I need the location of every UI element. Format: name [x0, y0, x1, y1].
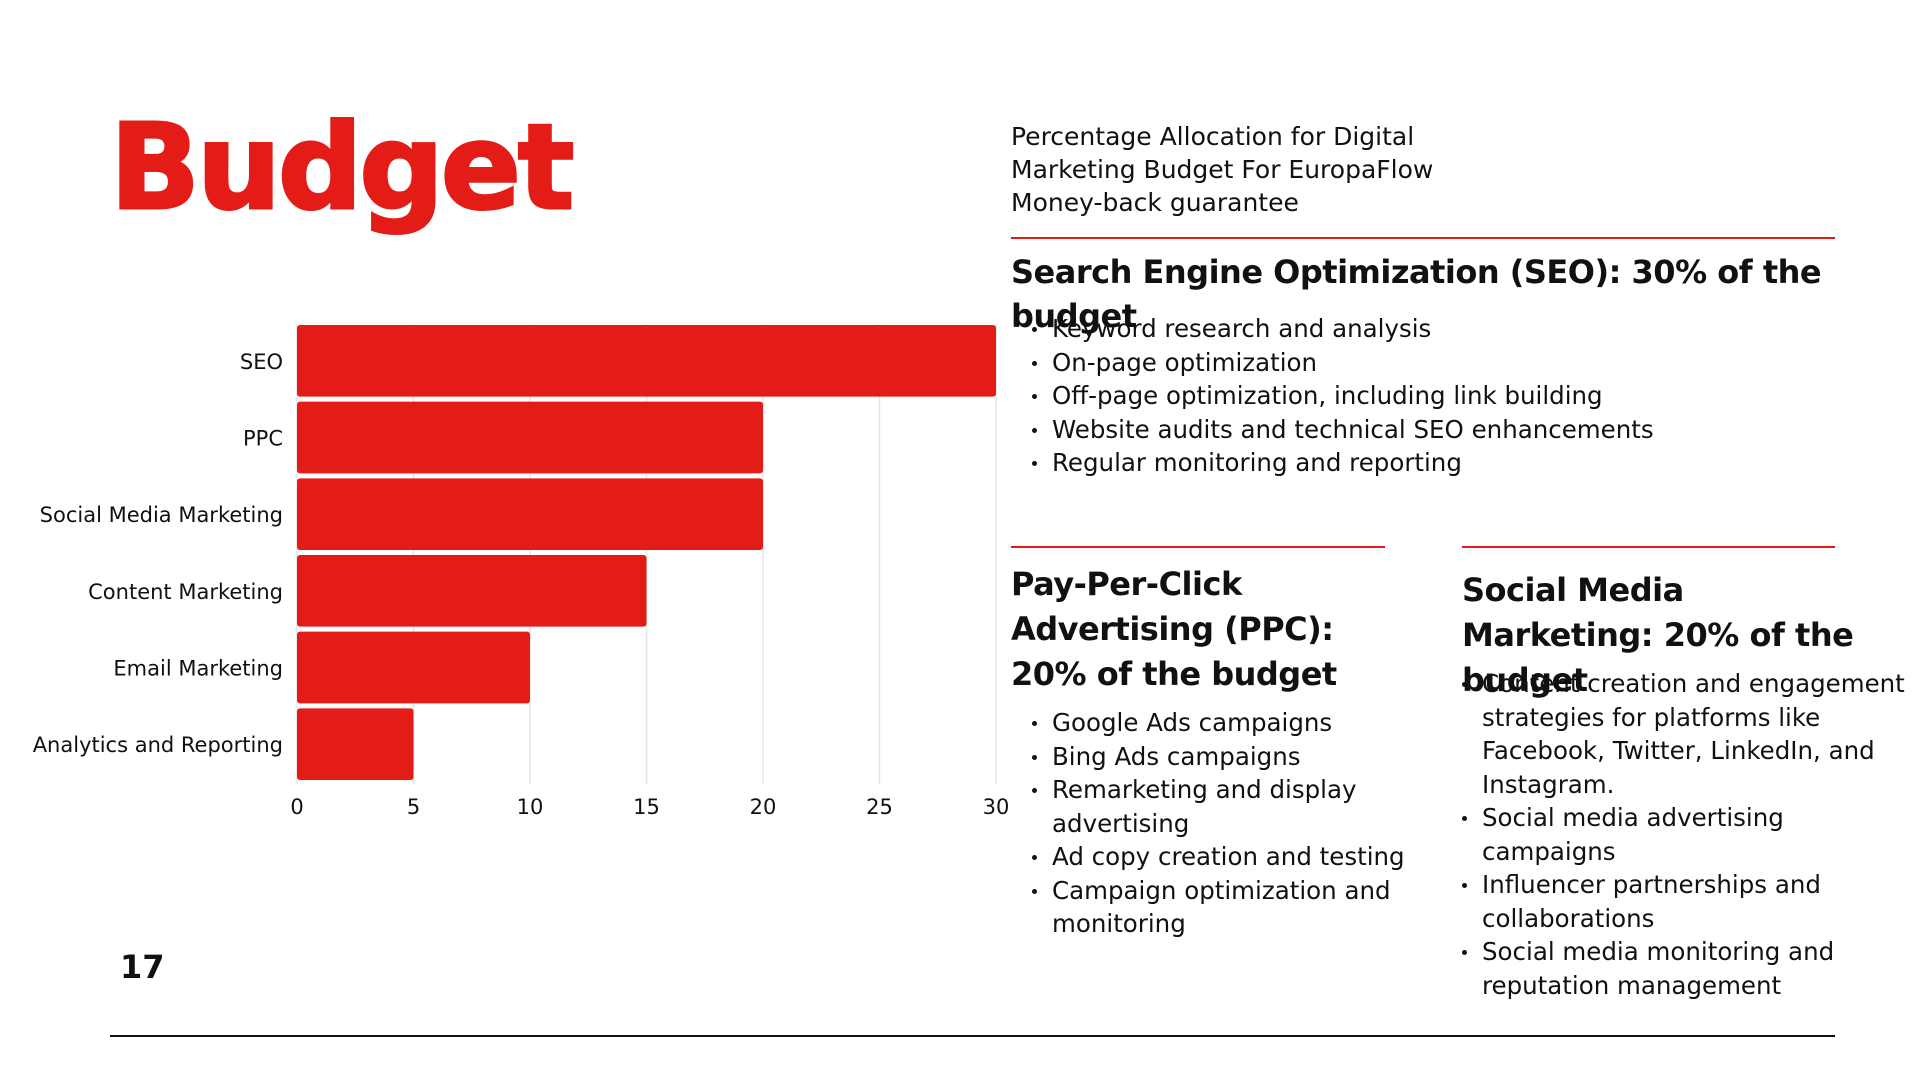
red-divider-smm [1462, 546, 1835, 548]
ppc-heading: Pay-Per-Click Advertising (PPC): 20% of … [1011, 565, 1337, 693]
category-label: Email Marketing [113, 657, 283, 681]
category-label: Content Marketing [88, 580, 283, 604]
page-number: 17 [120, 948, 165, 986]
bottom-divider [110, 1035, 1835, 1037]
smm-heading: Social Media Marketing: 20% of the budge… [1462, 571, 1854, 699]
category-label: Analytics and Reporting [33, 733, 283, 757]
smm-item: Social media advertising campaigns [1462, 801, 1920, 868]
seo-item: Regular monitoring and reporting [1032, 446, 1872, 480]
x-tick-label: 5 [407, 795, 420, 819]
x-tick-label: 20 [750, 795, 777, 819]
ppc-item: Bing Ads campaigns [1032, 740, 1432, 774]
seo-heading: Search Engine Optimization (SEO): 30% of… [1011, 253, 1822, 335]
x-tick-label: 0 [290, 795, 303, 819]
seo-item: On-page optimization [1032, 346, 1872, 380]
category-label: SEO [240, 350, 283, 374]
seo-item: Off-page optimization, including link bu… [1032, 379, 1872, 413]
seo-item: Website audits and technical SEO enhance… [1032, 413, 1872, 447]
red-divider-top [1011, 237, 1835, 239]
ppc-item: Google Ads campaigns [1032, 706, 1432, 740]
intro-text: Percentage Allocation for Digital Market… [1011, 122, 1434, 217]
smm-item: Content creation and engagement strategi… [1462, 667, 1920, 801]
smm-item: Social media monitoring and reputation m… [1462, 935, 1920, 1002]
seo-list: Keyword research and analysis On-page op… [1011, 312, 1872, 480]
budget-bar-chart: 0 5 10 15 20 25 30 SEO PPC Social Media Marketing… [20, 310, 1020, 830]
bar-social-media-marketing [297, 478, 763, 550]
slide-title: Budget [108, 98, 575, 236]
ppc-list: Google Ads campaigns Bing Ads campaigns … [1011, 706, 1432, 941]
ppc-item: Remarketing and display advertising [1032, 773, 1432, 840]
red-divider-ppc [1011, 546, 1385, 548]
seo-item: Keyword research and analysis [1032, 312, 1872, 346]
x-tick-label: 15 [633, 795, 660, 819]
x-tick-label: 25 [866, 795, 893, 819]
ppc-item: Ad copy creation and testing [1032, 840, 1432, 874]
x-tick-label: 30 [983, 795, 1010, 819]
category-label: Social Media Marketing [40, 503, 283, 527]
bar-ppc [297, 401, 763, 474]
x-tick-label: 10 [517, 795, 544, 819]
smm-item: Influencer partnerships and collaboratio… [1462, 868, 1920, 935]
ppc-item: Campaign optimization and monitoring [1032, 874, 1432, 941]
bar-seo [297, 325, 996, 397]
bar-analytics-and-reporting [297, 708, 414, 780]
chart-svg: 0 5 10 15 20 25 30 SEO PPC Social Media Marketing… [33, 324, 1010, 819]
bar-email-marketing [297, 631, 530, 704]
category-label: PPC [243, 427, 283, 451]
smm-list: Content creation and engagement strategi… [1441, 667, 1920, 1002]
bar-content-marketing [297, 555, 647, 627]
